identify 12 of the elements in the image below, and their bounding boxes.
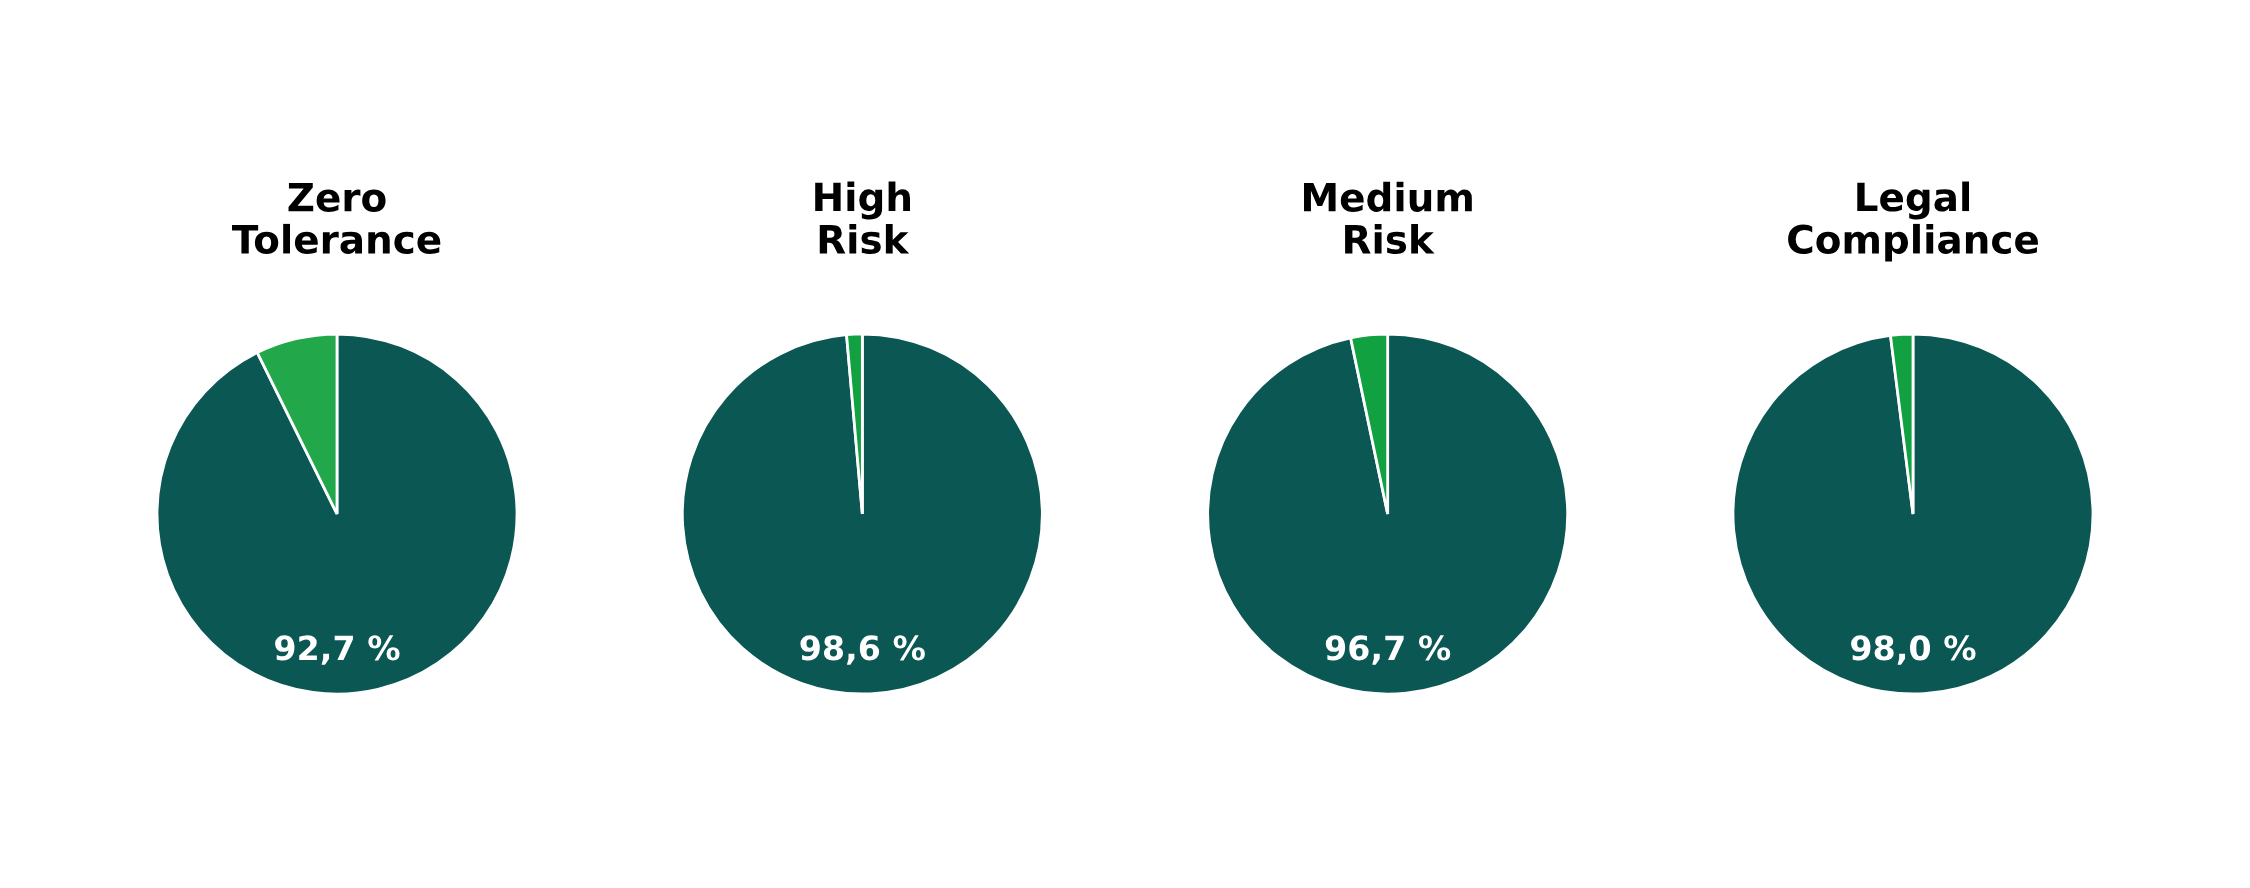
data-label: 98,6 %	[800, 635, 925, 665]
pie-slice	[155, 332, 519, 696]
pie-slice	[1206, 332, 1570, 696]
pie-slice	[680, 332, 1044, 696]
chart-title: Legal Compliance	[1788, 181, 2038, 262]
chart-title: Zero Tolerance	[232, 183, 441, 254]
chart-title: High Risk	[815, 181, 910, 254]
chart-title: Medium Risk	[1304, 181, 1472, 254]
data-label: 92,7 %	[275, 635, 400, 665]
data-label: 98,0 %	[1851, 635, 1976, 665]
data-label: 96,7 %	[1325, 635, 1451, 665]
pie-slice	[1731, 332, 2095, 696]
